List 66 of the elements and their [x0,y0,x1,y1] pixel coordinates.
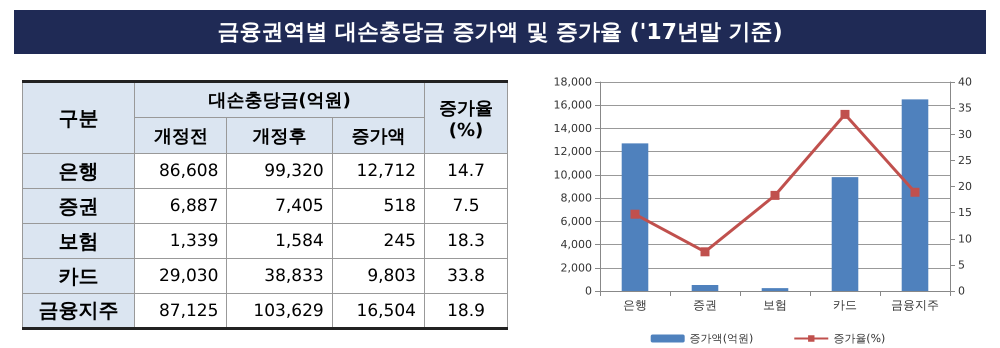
text: 개정전 [134,118,227,154]
data-label: 18.3 [424,224,508,258]
y-tick-label: 14,000 [554,122,592,135]
x-tick-label: 증권 [693,298,717,312]
y-tick-label: 18,000 [554,76,592,88]
y-tick-label: 10,000 [554,168,592,182]
data-label: 16,504 [332,294,424,328]
point [910,188,920,197]
category-label: 증권 [22,188,135,224]
text: 금융권역별 대손충당금 증가액 및 증가율 ('17년말 기준) [217,19,783,47]
text: 증가율 (%) [424,82,508,154]
bar [622,143,648,291]
data-label: 518 [332,188,424,224]
y-tick-label: 16,000 [554,98,592,112]
data-label: 1,339 [134,224,227,258]
data-label: 38,833 [226,258,332,294]
bar [832,177,858,291]
y2-tick-label: 20 [958,180,972,193]
text: 개정후 [226,118,332,154]
data-label: 33.8 [424,258,508,294]
y2-tick-label: 0 [958,284,965,298]
y-tick-label: 6,000 [560,214,592,228]
category-label: 보험 [22,224,135,258]
data-label: 7.5 [424,188,508,224]
text: 증가액 [332,118,424,154]
legend-label: 증가액(억원) [690,332,754,345]
y-tick-label: 4,000 [560,238,592,252]
data-label: 87,125 [134,294,227,328]
bar [762,288,788,291]
x-tick-label: 보험 [763,298,787,312]
y2-tick-label: 40 [958,76,972,88]
x-tick-label: 카드 [833,298,857,312]
data-label: 9,803 [332,258,424,294]
text: 대손충당금(억원) [134,82,424,118]
y-tick-label: 2,000 [560,261,592,274]
legend-label: 증가율(%) [833,332,886,345]
x-tick-label: 금융지주 [891,298,939,312]
point [770,190,780,200]
y2-tick-label: 25 [958,154,972,167]
point [630,210,640,219]
data-label: 103,629 [226,294,332,328]
data-label: 18.9 [424,294,508,328]
data-label: 1,584 [226,224,332,258]
data-label: 245 [332,224,424,258]
y-tick-label: 8,000 [560,192,592,205]
x-tick-label: 은행 [623,298,647,312]
point [840,110,850,119]
bar [902,99,928,291]
y-tick-label: 0 [585,284,592,298]
data-label: 86,608 [134,154,227,188]
bar [692,284,718,291]
y2-tick-label: 10 [958,232,972,246]
data-label: 6,887 [134,188,227,224]
data-label: 12,712 [332,154,424,188]
y-tick-label: 12,000 [554,145,592,158]
y2-tick-label: 30 [958,128,972,141]
text: 구분 [22,82,135,154]
y2-tick-label: 5 [958,258,965,272]
data-label: 29,030 [134,258,227,294]
data-label: 7,405 [226,188,332,224]
y2-tick-label: 15 [958,206,972,220]
data-label: 14.7 [424,154,508,188]
data-label: 99,320 [226,154,332,188]
category-label: 은행 [22,154,135,188]
point [700,247,710,256]
y2-tick-label: 35 [958,102,972,115]
